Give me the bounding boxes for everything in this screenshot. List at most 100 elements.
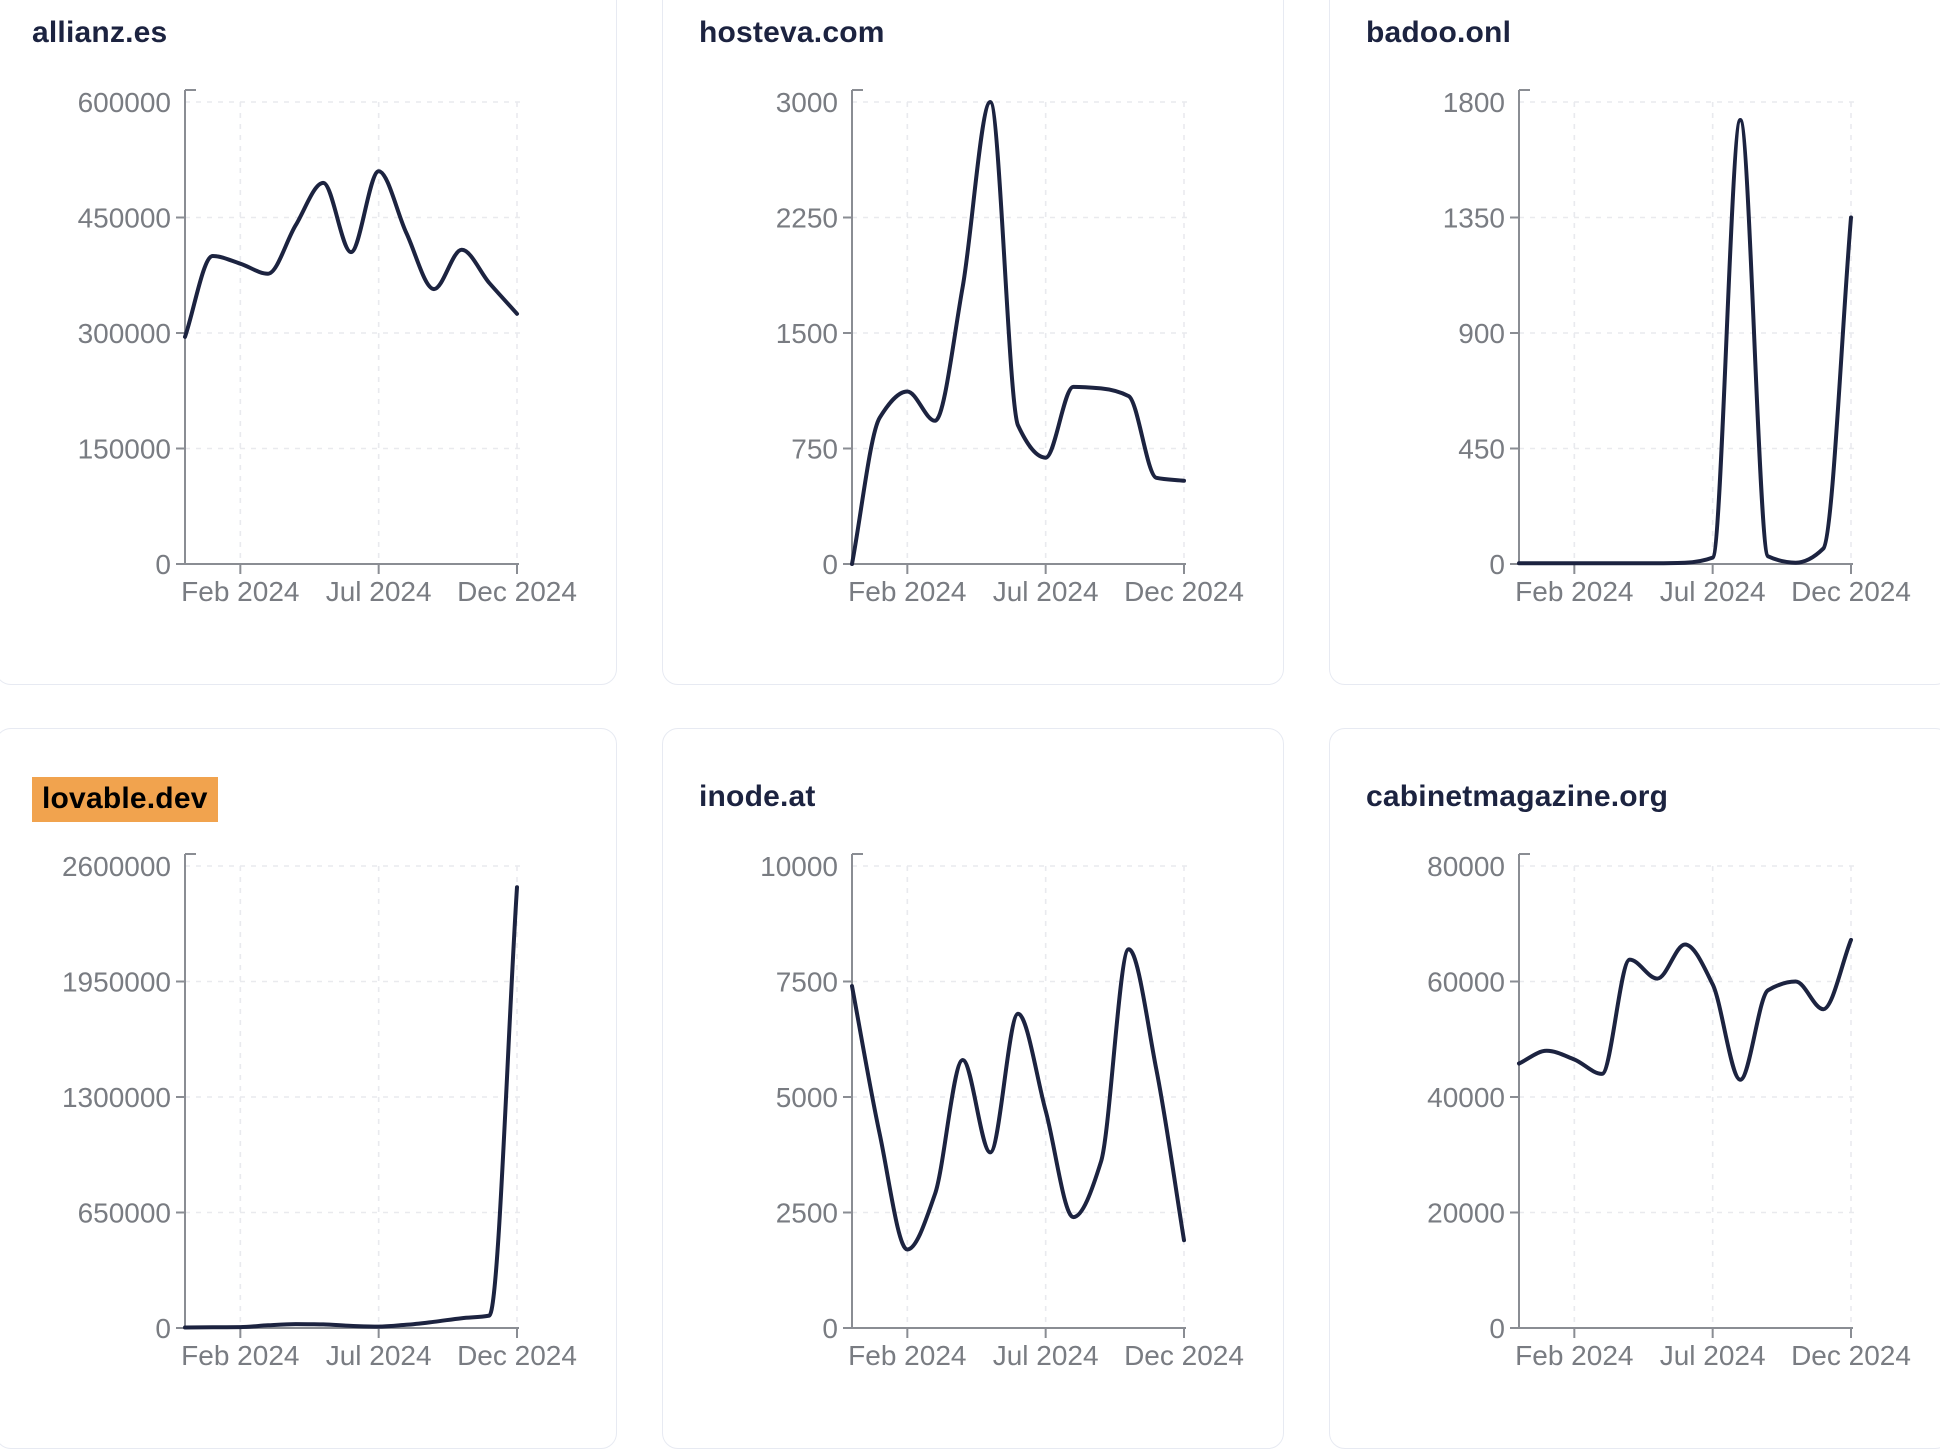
- y-tick-labels: 0 20000 40000 60000 80000: [1427, 851, 1505, 1344]
- y-tick-label: 20000: [1427, 1198, 1505, 1229]
- grid: [1519, 865, 1857, 1328]
- x-tick-label: Dec 2024: [1124, 1340, 1244, 1371]
- series-line: [183, 169, 519, 339]
- y-tick-label: 150000: [78, 434, 171, 465]
- y-tick-labels: 0 750 1500 2250 3000: [776, 87, 838, 580]
- x-tick-label: Dec 2024: [457, 1340, 577, 1371]
- chart-title-row: cabinetmagazine.org: [1366, 777, 1668, 816]
- x-tick-label: Dec 2024: [1791, 576, 1911, 607]
- y-tick-label: 300000: [78, 318, 171, 349]
- x-tick-label: Feb 2024: [181, 1340, 299, 1371]
- chart-card-0[interactable]: allianz.es 0 150000 300000 450000 600000 Feb …: [0, 0, 617, 685]
- y-tick-labels: 0 150000 300000 450000 600000: [78, 87, 171, 580]
- x-tick-label: Feb 2024: [848, 576, 966, 607]
- grid: [185, 865, 523, 1328]
- x-axis: [852, 1327, 1186, 1338]
- y-tick-label: 1800: [1443, 87, 1505, 118]
- y-tick-label: 10000: [760, 851, 838, 882]
- chart-title: allianz.es: [32, 16, 168, 49]
- y-tick-label: 5000: [776, 1082, 838, 1113]
- grid: [185, 101, 523, 564]
- chart-title: lovable.dev: [32, 777, 218, 822]
- chart-title-row: allianz.es: [32, 13, 167, 52]
- series-line: [850, 100, 1186, 566]
- y-tick-label: 1350: [1443, 203, 1505, 234]
- y-tick-label: 2250: [776, 203, 838, 234]
- chart-title-row: inode.at: [699, 777, 816, 816]
- x-tick-label: Feb 2024: [181, 576, 299, 607]
- y-tick-label: 0: [822, 549, 838, 580]
- y-tick-label: 450: [1458, 434, 1505, 465]
- x-tick-label: Dec 2024: [457, 576, 577, 607]
- y-tick-label: 0: [1489, 1313, 1505, 1344]
- x-axis: [185, 1327, 519, 1338]
- y-tick-label: 60000: [1427, 967, 1505, 998]
- y-axis: [843, 89, 863, 565]
- y-axis: [1510, 89, 1530, 565]
- x-tick-label: Jul 2024: [993, 576, 1099, 607]
- grid: [1519, 101, 1857, 564]
- line-chart: 0 2500 5000 7500 10000 Feb 2024 Jul 2024 Dec 20…: [760, 851, 1244, 1371]
- y-tick-label: 2600000: [62, 851, 171, 882]
- y-axis: [176, 89, 196, 565]
- x-tick-labels: Feb 2024 Jul 2024 Dec 2024: [1515, 1340, 1911, 1371]
- y-tick-label: 0: [155, 549, 171, 580]
- line-chart: 0 450 900 1350 1800 Feb 2024 Jul 2024 Dec 2024: [1443, 87, 1911, 607]
- y-axis: [1510, 853, 1530, 1329]
- chart-card-4[interactable]: inode.at 0 2500 5000 7500 10000 Feb 2024 Jul 2…: [662, 728, 1284, 1449]
- series-line: [1517, 118, 1853, 566]
- y-tick-labels: 0 2500 5000 7500 10000: [760, 851, 838, 1344]
- chart-card-2[interactable]: badoo.onl 0 450 900 1350 1800 Feb 2024 Jul 202…: [1329, 0, 1940, 685]
- series-line: [183, 885, 519, 1330]
- y-tick-label: 650000: [78, 1198, 171, 1229]
- y-tick-label: 0: [822, 1313, 838, 1344]
- x-axis: [1519, 1327, 1853, 1338]
- line-chart: 0 150000 300000 450000 600000 Feb 2024 Jul 202…: [78, 87, 577, 607]
- y-axis: [843, 853, 863, 1329]
- x-tick-label: Feb 2024: [1515, 1340, 1633, 1371]
- y-tick-label: 7500: [776, 967, 838, 998]
- grid: [852, 865, 1190, 1328]
- y-tick-label: 0: [1489, 549, 1505, 580]
- line-chart: 0 20000 40000 60000 80000 Feb 2024 Jul 2024 Dec…: [1427, 851, 1911, 1371]
- y-tick-label: 450000: [78, 203, 171, 234]
- series-line: [850, 947, 1186, 1252]
- x-axis: [185, 563, 519, 574]
- chart-title: badoo.onl: [1366, 16, 1512, 49]
- y-tick-label: 1300000: [62, 1082, 171, 1113]
- x-tick-label: Jul 2024: [993, 1340, 1099, 1371]
- x-tick-labels: Feb 2024 Jul 2024 Dec 2024: [848, 1340, 1244, 1371]
- x-tick-label: Dec 2024: [1791, 1340, 1911, 1371]
- chart-title: hosteva.com: [699, 16, 885, 49]
- chart-card-1[interactable]: hosteva.com 0 750 1500 2250 3000 Feb 2024 Jul …: [662, 0, 1284, 685]
- y-tick-label: 40000: [1427, 1082, 1505, 1113]
- x-tick-label: Jul 2024: [326, 1340, 432, 1371]
- y-tick-label: 1500: [776, 318, 838, 349]
- chart-card-3[interactable]: lovable.dev 0 650000 1300000 1950000 2600000…: [0, 728, 617, 1449]
- x-tick-labels: Feb 2024 Jul 2024 Dec 2024: [181, 576, 577, 607]
- x-tick-label: Dec 2024: [1124, 576, 1244, 607]
- x-tick-labels: Feb 2024 Jul 2024 Dec 2024: [1515, 576, 1911, 607]
- chart-card-5[interactable]: cabinetmagazine.org 0 20000 40000 60000 8000…: [1329, 728, 1940, 1449]
- y-tick-label: 1950000: [62, 967, 171, 998]
- y-tick-labels: 0 450 900 1350 1800: [1443, 87, 1505, 580]
- grid: [852, 101, 1190, 564]
- x-axis: [852, 563, 1186, 574]
- x-tick-label: Feb 2024: [1515, 576, 1633, 607]
- chart-title: inode.at: [699, 780, 816, 813]
- x-tick-labels: Feb 2024 Jul 2024 Dec 2024: [848, 576, 1244, 607]
- y-tick-label: 0: [155, 1313, 171, 1344]
- line-chart: 0 750 1500 2250 3000 Feb 2024 Jul 2024 Dec 2024: [776, 87, 1244, 607]
- chart-title: cabinetmagazine.org: [1366, 780, 1669, 813]
- y-axis: [176, 853, 196, 1329]
- y-tick-label: 900: [1458, 318, 1505, 349]
- series-line: [1517, 937, 1853, 1082]
- y-tick-labels: 0 650000 1300000 1950000 2600000: [62, 851, 171, 1344]
- x-tick-label: Jul 2024: [1660, 1340, 1766, 1371]
- y-tick-label: 2500: [776, 1198, 838, 1229]
- y-tick-label: 80000: [1427, 851, 1505, 882]
- chart-title-row: badoo.onl: [1366, 13, 1511, 52]
- y-tick-label: 750: [791, 434, 838, 465]
- x-tick-labels: Feb 2024 Jul 2024 Dec 2024: [181, 1340, 577, 1371]
